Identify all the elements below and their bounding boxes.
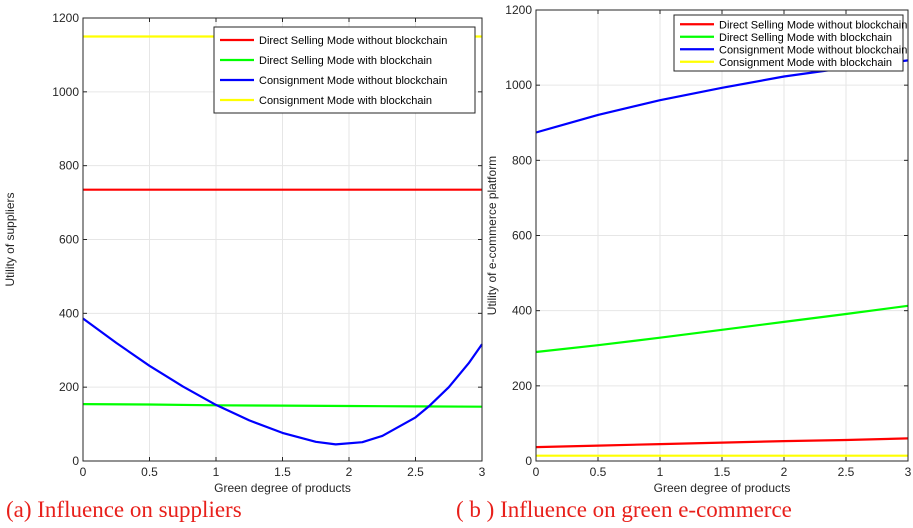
x-axis-title: Green degree of products <box>654 481 791 495</box>
legend-label-3: Consignment Mode without blockchain <box>719 44 907 56</box>
series-line-1 <box>535 437 909 449</box>
legend-label-4: Consignment Mode with blockchain <box>259 95 432 107</box>
y-tick-label: 1000 <box>505 78 532 92</box>
x-tick-label: 3 <box>479 465 486 479</box>
y-tick-label: 1000 <box>52 85 79 99</box>
x-tick-label: 0 <box>533 465 540 479</box>
series-line-3 <box>82 317 483 446</box>
y-tick-label: 400 <box>512 304 532 318</box>
y-tick-label: 800 <box>59 159 79 173</box>
y-tick-label: 1200 <box>52 11 79 25</box>
x-tick-label: 2.5 <box>838 465 855 479</box>
y-tick-label: 200 <box>512 379 532 393</box>
x-tick-label: 0.5 <box>590 465 607 479</box>
legend-label-1: Direct Selling Mode without blockchain <box>259 35 447 47</box>
x-tick-label: 0.5 <box>141 465 158 479</box>
x-tick-label: 2.5 <box>407 465 424 479</box>
x-tick-label: 1.5 <box>714 465 731 479</box>
y-tick-label: 0 <box>72 454 79 468</box>
y-tick-label: 1200 <box>505 3 532 17</box>
legend-label-4: Consignment Mode with blockchain <box>719 57 892 69</box>
chart-suppliers: 0 0.5 1 1.5 2 2.5 3 0 200 400 600 800 1000 1200 Green … <box>3 11 485 495</box>
x-tick-label: 0 <box>80 465 87 479</box>
x-tick-label: 2 <box>346 465 353 479</box>
legend-label-2: Direct Selling Mode with blockchain <box>719 32 892 44</box>
caption-ecommerce: ( b ) Influence on green e-commerce <box>456 497 792 522</box>
legend-box <box>213 26 476 114</box>
y-axis-title: Utility of e-commerce platform <box>485 156 499 315</box>
chart-ecommerce: 0 0.5 1 1.5 2 2.5 3 0 200 400 600 800 1000 1200 Green … <box>485 3 911 495</box>
x-tick-label: 3 <box>905 465 912 479</box>
legend: Direct Selling Mode without blockchainDi… <box>673 14 907 72</box>
legend-label-2: Direct Selling Mode with blockchain <box>259 55 432 67</box>
y-tick-label: 600 <box>59 233 79 247</box>
y-tick-label: 0 <box>525 454 532 468</box>
series-line-2 <box>82 403 483 408</box>
x-tick-label: 1.5 <box>274 465 291 479</box>
legend-label-3: Consignment Mode without blockchain <box>259 75 447 87</box>
x-tick-label: 2 <box>781 465 788 479</box>
y-tick-label: 200 <box>59 380 79 394</box>
x-tick-label: 1 <box>657 465 664 479</box>
y-axis-title: Utility of suppliers <box>3 192 17 286</box>
legend: Direct Selling Mode without blockchain Di… <box>213 26 476 114</box>
y-tick-label: 800 <box>512 153 532 167</box>
x-tick-label: 1 <box>213 465 220 479</box>
y-tick-label: 400 <box>59 306 79 320</box>
legend-label-1: Direct Selling Mode without blockchain <box>719 19 907 31</box>
y-tick-label: 600 <box>512 229 532 243</box>
series-line-2 <box>535 304 909 354</box>
x-axis-title: Green degree of products <box>214 481 351 495</box>
caption-suppliers: (a) Influence on suppliers <box>6 497 242 522</box>
